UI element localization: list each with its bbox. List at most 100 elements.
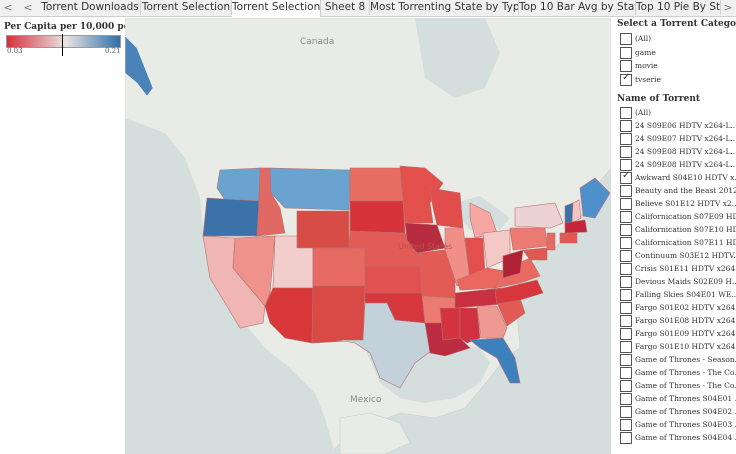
category-option[interactable]: (All) — [620, 33, 736, 45]
state-ms[interactable] — [439, 307, 461, 341]
torrent-option[interactable]: Crisis S01E11 HDTV x264... — [620, 263, 736, 275]
torrent-option[interactable]: (All) — [620, 107, 736, 119]
torrent-option[interactable]: Fargo S01E08 HDTV x264... — [620, 315, 736, 327]
state-ga[interactable] — [476, 305, 508, 339]
torrent-option[interactable]: Continuum S03E12 HDTV... — [620, 250, 736, 262]
checkbox[interactable] — [620, 33, 632, 45]
state-md[interactable] — [522, 247, 548, 261]
torrent-option[interactable]: Californication S07E11 HD... — [620, 237, 736, 249]
checkbox[interactable] — [620, 198, 632, 210]
state-vt[interactable] — [564, 202, 574, 224]
checkbox[interactable] — [620, 60, 632, 72]
torrent-option[interactable]: Falling Skies S04E01 WE... — [620, 289, 736, 301]
state-ma[interactable] — [564, 219, 588, 234]
torrent-option[interactable]: Game of Thrones S04E04 ... — [620, 432, 736, 444]
checkbox[interactable] — [620, 237, 632, 249]
category-option[interactable]: game — [620, 46, 736, 59]
state-co[interactable] — [312, 247, 366, 287]
state-sd[interactable] — [349, 200, 406, 234]
state-ia[interactable] — [404, 222, 446, 254]
tab-top10-pie[interactable]: Top 10 Pie By Sta — [636, 0, 721, 15]
checkbox[interactable] — [620, 185, 632, 197]
state-wa[interactable] — [216, 167, 261, 202]
torrent-option[interactable]: Game of Thrones S04E02 ... — [620, 406, 736, 418]
checkbox[interactable] — [620, 367, 632, 379]
torrent-option[interactable]: Game of Thrones S04E01 ... — [620, 393, 736, 405]
state-nv[interactable] — [232, 235, 276, 307]
torrent-option[interactable]: Californication S07E09 HD... — [620, 211, 736, 223]
state-ct[interactable] — [559, 232, 578, 244]
category-option[interactable]: movie — [620, 60, 736, 72]
torrent-option[interactable]: Beauty and the Beast 2012... — [620, 185, 736, 197]
state-or[interactable] — [202, 197, 260, 237]
torrent-option[interactable]: Awkward S04E10 HDTV x... — [620, 170, 736, 184]
state-nm[interactable] — [311, 285, 366, 344]
checkbox[interactable] — [620, 419, 632, 431]
checkbox[interactable] — [620, 302, 632, 314]
torrent-option[interactable]: Believe S01E12 HDTV x2... — [620, 198, 736, 210]
state-tx[interactable] — [336, 302, 436, 389]
tab-sheet-8[interactable]: Sheet 8 — [321, 0, 370, 15]
checkbox[interactable] — [620, 46, 632, 59]
tab-torrent-downloads[interactable]: Torrent Downloads — [40, 0, 141, 15]
state-wi[interactable] — [429, 187, 464, 229]
checkbox[interactable] — [620, 146, 632, 158]
tab-torrent-selection[interactable]: Torrent Selection — [141, 0, 232, 15]
torrent-option[interactable]: Fargo S01E09 HDTV x264... — [620, 328, 736, 340]
state-nh[interactable] — [571, 199, 582, 224]
state-ks[interactable] — [364, 265, 423, 294]
state-fl[interactable] — [469, 337, 521, 384]
state-me[interactable] — [579, 177, 611, 219]
state-nc[interactable] — [494, 279, 544, 305]
torrent-option[interactable]: Fargo S01E02 HDTV x264... — [620, 302, 736, 314]
torrent-option[interactable]: 24 S09E08 HDTV x264-L... — [620, 159, 736, 171]
checkbox[interactable] — [620, 354, 632, 366]
checkbox[interactable] — [620, 341, 632, 353]
state-ny[interactable] — [514, 202, 564, 229]
checkbox[interactable] — [620, 250, 632, 262]
checkbox[interactable] — [620, 211, 632, 223]
torrent-option[interactable]: Game of Thrones S04E03 ... — [620, 419, 736, 431]
state-mt[interactable] — [269, 167, 351, 211]
torrent-option[interactable]: Game of Thrones - The Co... — [620, 380, 736, 392]
checkbox[interactable] — [620, 432, 632, 444]
category-option[interactable]: tvserie — [620, 72, 736, 86]
checkbox[interactable] — [620, 107, 632, 119]
checkbox[interactable] — [620, 72, 632, 86]
torrent-option[interactable]: Game of Thrones - Season... — [620, 354, 736, 366]
torrent-option[interactable]: Game of Thrones - The Co... — [620, 367, 736, 379]
torrent-option[interactable]: Californication S07E10 HD... — [620, 224, 736, 236]
checkbox[interactable] — [620, 263, 632, 275]
choropleth-map[interactable]: Canada United States Mexico — [125, 18, 611, 454]
checkbox[interactable] — [620, 133, 632, 145]
state-pa[interactable] — [509, 227, 548, 251]
checkbox[interactable] — [620, 170, 632, 184]
state-al[interactable] — [459, 307, 481, 344]
tab-most-torrenting-state[interactable]: Most Torrenting State by Type — [370, 0, 519, 15]
checkbox[interactable] — [620, 328, 632, 340]
state-nj[interactable] — [546, 232, 556, 251]
checkbox[interactable] — [620, 315, 632, 327]
state-nd[interactable] — [349, 167, 404, 202]
state-wv[interactable] — [502, 249, 524, 279]
tab-scroll-left-icon[interactable]: < — [23, 1, 33, 14]
tab-top10-bar[interactable]: Top 10 Bar Avg by State — [519, 0, 636, 15]
checkbox[interactable] — [620, 380, 632, 392]
checkbox[interactable] — [620, 393, 632, 405]
checkbox[interactable] — [620, 276, 632, 288]
checkbox[interactable] — [620, 224, 632, 236]
torrent-option[interactable]: 24 S09E08 HDTV x264-L... — [620, 146, 736, 158]
us-states — [202, 165, 611, 389]
checkbox[interactable] — [620, 406, 632, 418]
state-mn[interactable] — [399, 165, 444, 224]
torrent-option[interactable]: 24 S09E06 HDTV x264-L... — [620, 120, 736, 132]
torrent-option[interactable]: Fargo S01E10 HDTV x264... — [620, 341, 736, 353]
tab-scroll-right-icon[interactable]: > — [723, 1, 733, 14]
checkbox[interactable] — [620, 289, 632, 301]
checkbox[interactable] — [620, 120, 632, 132]
tab-scroll-left-icon[interactable]: < — [3, 1, 13, 14]
torrent-option[interactable]: 24 S09E07 HDTV x264-L... — [620, 133, 736, 145]
tab-torrent-selection-active[interactable]: Torrent Selection — [232, 0, 321, 17]
torrent-option[interactable]: Devious Maids S02E09 H... — [620, 276, 736, 288]
state-wy[interactable] — [296, 210, 350, 249]
